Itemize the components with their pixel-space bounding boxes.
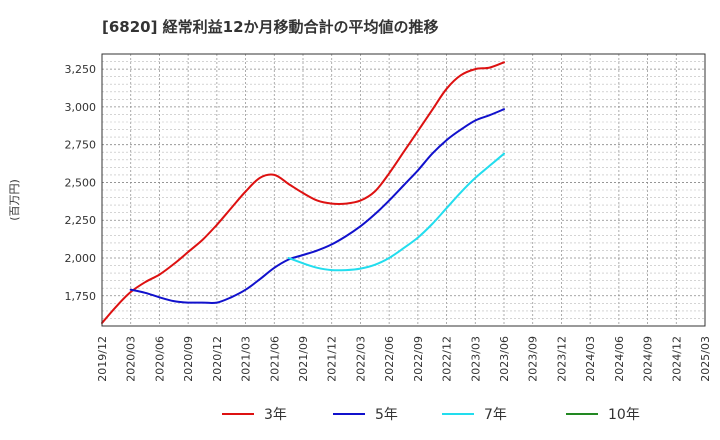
y-tick-label: 3,250 bbox=[65, 63, 97, 76]
x-tick-label: 2021/03 bbox=[240, 336, 253, 382]
chart-title: [6820] 経常利益12か月移動合計の平均値の推移 bbox=[102, 18, 439, 36]
y-tick-label: 2,750 bbox=[65, 139, 97, 152]
x-tick-label: 2021/06 bbox=[268, 336, 281, 382]
x-tick-label: 2024/03 bbox=[584, 336, 597, 382]
legend-label-4: 10年 bbox=[608, 407, 640, 423]
x-tick-label: 2022/03 bbox=[354, 336, 367, 382]
x-tick-label: 2021/12 bbox=[326, 336, 339, 382]
x-tick-label: 2024/12 bbox=[670, 336, 683, 382]
x-tick-label: 2020/06 bbox=[153, 336, 166, 382]
y-tick-label: 2,250 bbox=[65, 214, 97, 227]
x-tick-label: 2023/09 bbox=[527, 336, 540, 382]
y-tick-label: 2,000 bbox=[65, 252, 97, 265]
legend-label-1: 3年 bbox=[264, 407, 287, 423]
x-tick-label: 2022/12 bbox=[441, 336, 454, 382]
x-tick-label: 2019/12 bbox=[96, 336, 109, 382]
y-tick-label: 3,000 bbox=[65, 101, 97, 114]
y-axis-label: (百万円) bbox=[8, 179, 21, 221]
x-tick-label: 2023/06 bbox=[498, 336, 511, 382]
x-tick-label: 2025/03 bbox=[699, 336, 712, 382]
x-tick-label: 2021/09 bbox=[297, 336, 310, 382]
legend-label-3: 7年 bbox=[484, 407, 507, 423]
x-tick-label: 2024/06 bbox=[613, 336, 626, 382]
x-tick-label: 2020/12 bbox=[211, 336, 224, 382]
legend: 3年 5年 7年 10年 bbox=[222, 407, 640, 423]
y-ticks: 1,750 2,000 2,250 2,500 2,750 3,000 3,250 bbox=[65, 63, 97, 303]
series-line-1 bbox=[101, 61, 505, 324]
plot-frame bbox=[101, 53, 706, 327]
x-tick-label: 2022/09 bbox=[412, 336, 425, 382]
y-tick-label: 1,750 bbox=[65, 290, 97, 303]
x-ticks: 2019/12 2020/03 2020/06 2020/09 2020/12 2021/… bbox=[96, 336, 712, 382]
series-lines bbox=[101, 61, 505, 324]
grid bbox=[101, 53, 706, 326]
y-tick-label: 2,500 bbox=[65, 176, 97, 189]
legend-label-2: 5年 bbox=[375, 407, 398, 423]
series-line-3 bbox=[287, 152, 505, 272]
x-tick-label: 2023/12 bbox=[555, 336, 568, 382]
x-tick-label: 2022/06 bbox=[383, 336, 396, 382]
x-tick-label: 2020/09 bbox=[182, 336, 195, 382]
x-tick-label: 2024/09 bbox=[642, 336, 655, 382]
series-line-2 bbox=[129, 108, 505, 304]
x-tick-label: 2020/03 bbox=[125, 336, 138, 382]
x-tick-label: 2023/03 bbox=[469, 336, 482, 382]
